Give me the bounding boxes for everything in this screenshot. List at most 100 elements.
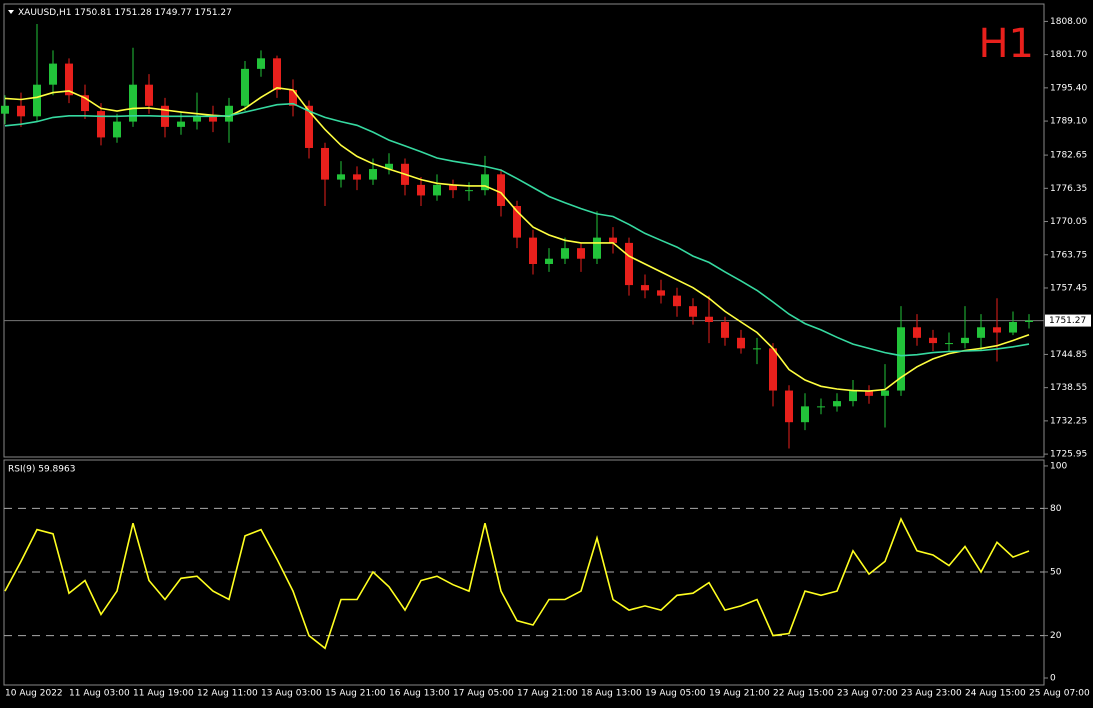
candle-body [49, 63, 57, 85]
candle-body [977, 327, 985, 338]
candle-body [945, 343, 953, 345]
candle-body [33, 84, 41, 117]
x-tick-label: 13 Aug 03:00 [261, 689, 322, 699]
candle-body [417, 184, 425, 196]
candle-body [865, 390, 873, 396]
y-tick-label: 0 [1050, 674, 1056, 684]
x-tick-label: 17 Aug 21:00 [517, 689, 578, 699]
x-tick-label: 24 Aug 15:00 [965, 689, 1026, 699]
candle-body [641, 285, 649, 291]
candle-body [513, 205, 521, 238]
candle-body [273, 58, 281, 90]
y-tick-label: 1738.55 [1050, 383, 1087, 393]
quote-low: 1749.77 [155, 8, 192, 18]
candle-body [1009, 321, 1017, 333]
candle-body [289, 89, 297, 106]
candle-body [225, 105, 233, 122]
menu-arrow [8, 10, 14, 14]
y-tick-label: 1795.40 [1050, 83, 1087, 93]
candle-body [385, 163, 393, 170]
y-tick-label: 1744.85 [1050, 350, 1087, 360]
x-tick-label: 25 Aug 07:00 [1029, 689, 1090, 699]
line-series [4, 517, 1030, 650]
last-price-label: 1751.27 [1049, 316, 1086, 326]
candle-body [897, 327, 905, 391]
candle-body [449, 184, 457, 191]
candle-body [625, 242, 633, 286]
candle-body [209, 116, 217, 122]
candle-body [673, 295, 681, 307]
candle-body [481, 174, 489, 191]
y-tick-label: 1725.95 [1050, 450, 1087, 460]
symbol: XAUUSD,H1 [18, 8, 72, 18]
candle-body [177, 121, 185, 127]
candle-body [65, 63, 73, 96]
y-tick-label: 1770.05 [1050, 217, 1087, 227]
quote-high: 1751.28 [114, 8, 151, 18]
candle-body [81, 95, 89, 112]
candle-body [529, 237, 537, 264]
y-tick-label: 1808.00 [1050, 17, 1087, 27]
quote-close: 1751.27 [195, 8, 232, 18]
candle-body [113, 121, 121, 138]
candle-body [689, 306, 697, 317]
candle-body [913, 327, 921, 338]
y-tick-label: 1757.45 [1050, 283, 1087, 293]
line-series [4, 102, 1030, 357]
y-tick-label: 1732.25 [1050, 416, 1087, 426]
x-tick-label: 19 Aug 21:00 [709, 689, 770, 699]
y-tick-label: 1789.10 [1050, 117, 1087, 127]
candle-body [705, 316, 713, 322]
main-panel [3, 3, 1045, 458]
candle-body [1, 105, 9, 114]
candle-body [609, 237, 617, 243]
candle-body [721, 321, 729, 338]
candle-body [353, 174, 361, 180]
candle-body [129, 84, 137, 122]
y-tick-label: 1763.75 [1050, 250, 1087, 260]
x-tick-label: 10 Aug 2022 [5, 689, 63, 699]
quote-open: 1750.81 [74, 8, 111, 18]
x-tick-label: 11 Aug 03:00 [69, 689, 130, 699]
line-series [4, 86, 1030, 392]
last-price-box [1045, 314, 1091, 327]
y-tick-label: 20 [1050, 631, 1062, 641]
candle-body [337, 174, 345, 180]
candle-body [801, 406, 809, 423]
candle-body [769, 348, 777, 391]
candle-body [369, 169, 377, 180]
candle-body [545, 258, 553, 264]
x-tick-label: 16 Aug 13:00 [389, 689, 450, 699]
candle-body [929, 337, 937, 344]
x-tick-label: 19 Aug 05:00 [645, 689, 706, 699]
x-tick-label: 12 Aug 11:00 [197, 689, 258, 699]
candle-body [193, 116, 201, 122]
candle-body [145, 84, 153, 106]
candle-body [753, 348, 761, 350]
candle-body [577, 248, 585, 259]
candle-body [657, 290, 665, 296]
candle-body [433, 184, 441, 196]
candle-body [833, 401, 841, 407]
candle-body [785, 390, 793, 423]
x-tick-label: 18 Aug 13:00 [581, 689, 642, 699]
y-tick-label: 100 [1050, 461, 1067, 471]
candle-body [465, 190, 473, 192]
x-tick-label: 15 Aug 21:00 [325, 689, 386, 699]
candle-body [881, 390, 889, 396]
rsi-title: RSI(9) 59.8963 [8, 465, 75, 475]
rsi-panel [3, 459, 1045, 686]
candle-body [993, 327, 1001, 333]
candle-body [241, 68, 249, 106]
candle-body [1025, 320, 1033, 322]
x-tick-label: 23 Aug 07:00 [837, 689, 898, 699]
x-tick-label: 17 Aug 05:00 [453, 689, 514, 699]
y-tick-label: 1801.70 [1050, 50, 1087, 60]
candle-body [321, 147, 329, 180]
x-tick-label: 23 Aug 23:00 [901, 689, 962, 699]
candle-body [849, 390, 857, 402]
candle-body [305, 105, 313, 148]
candle-body [817, 406, 825, 408]
